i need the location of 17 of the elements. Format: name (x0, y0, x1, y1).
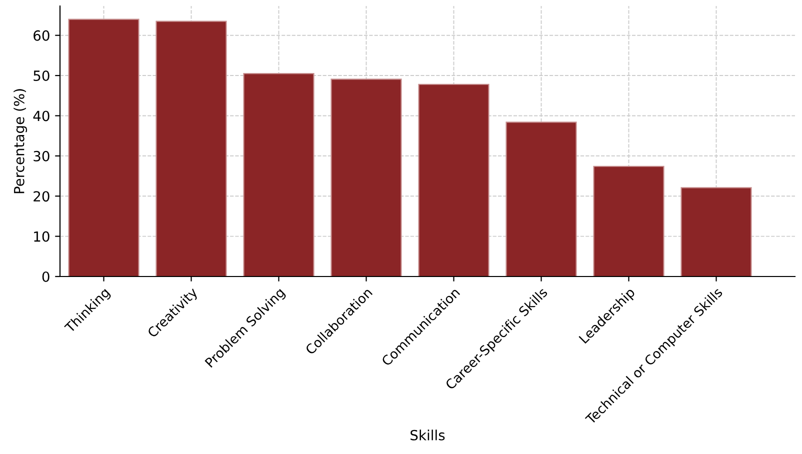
y-tick-label: 60 (34, 30, 50, 41)
y-tick-label: 40 (33, 110, 50, 122)
y-tick-label: 30 (34, 150, 50, 162)
x-axis-title: Skills (410, 430, 445, 440)
y-axis-title: Percentage (%) (14, 89, 28, 194)
y-tick-label: 50 (34, 70, 50, 82)
bar (418, 84, 490, 276)
bar (68, 18, 140, 276)
y-tick-label: 20 (34, 191, 50, 202)
y-tick-label: 10 (34, 231, 50, 242)
bar (156, 20, 227, 276)
bar (680, 187, 752, 276)
y-tick-label: 0 (42, 271, 50, 282)
bar (593, 166, 664, 276)
bar (243, 72, 314, 276)
bar (330, 78, 402, 276)
bar (506, 122, 577, 276)
